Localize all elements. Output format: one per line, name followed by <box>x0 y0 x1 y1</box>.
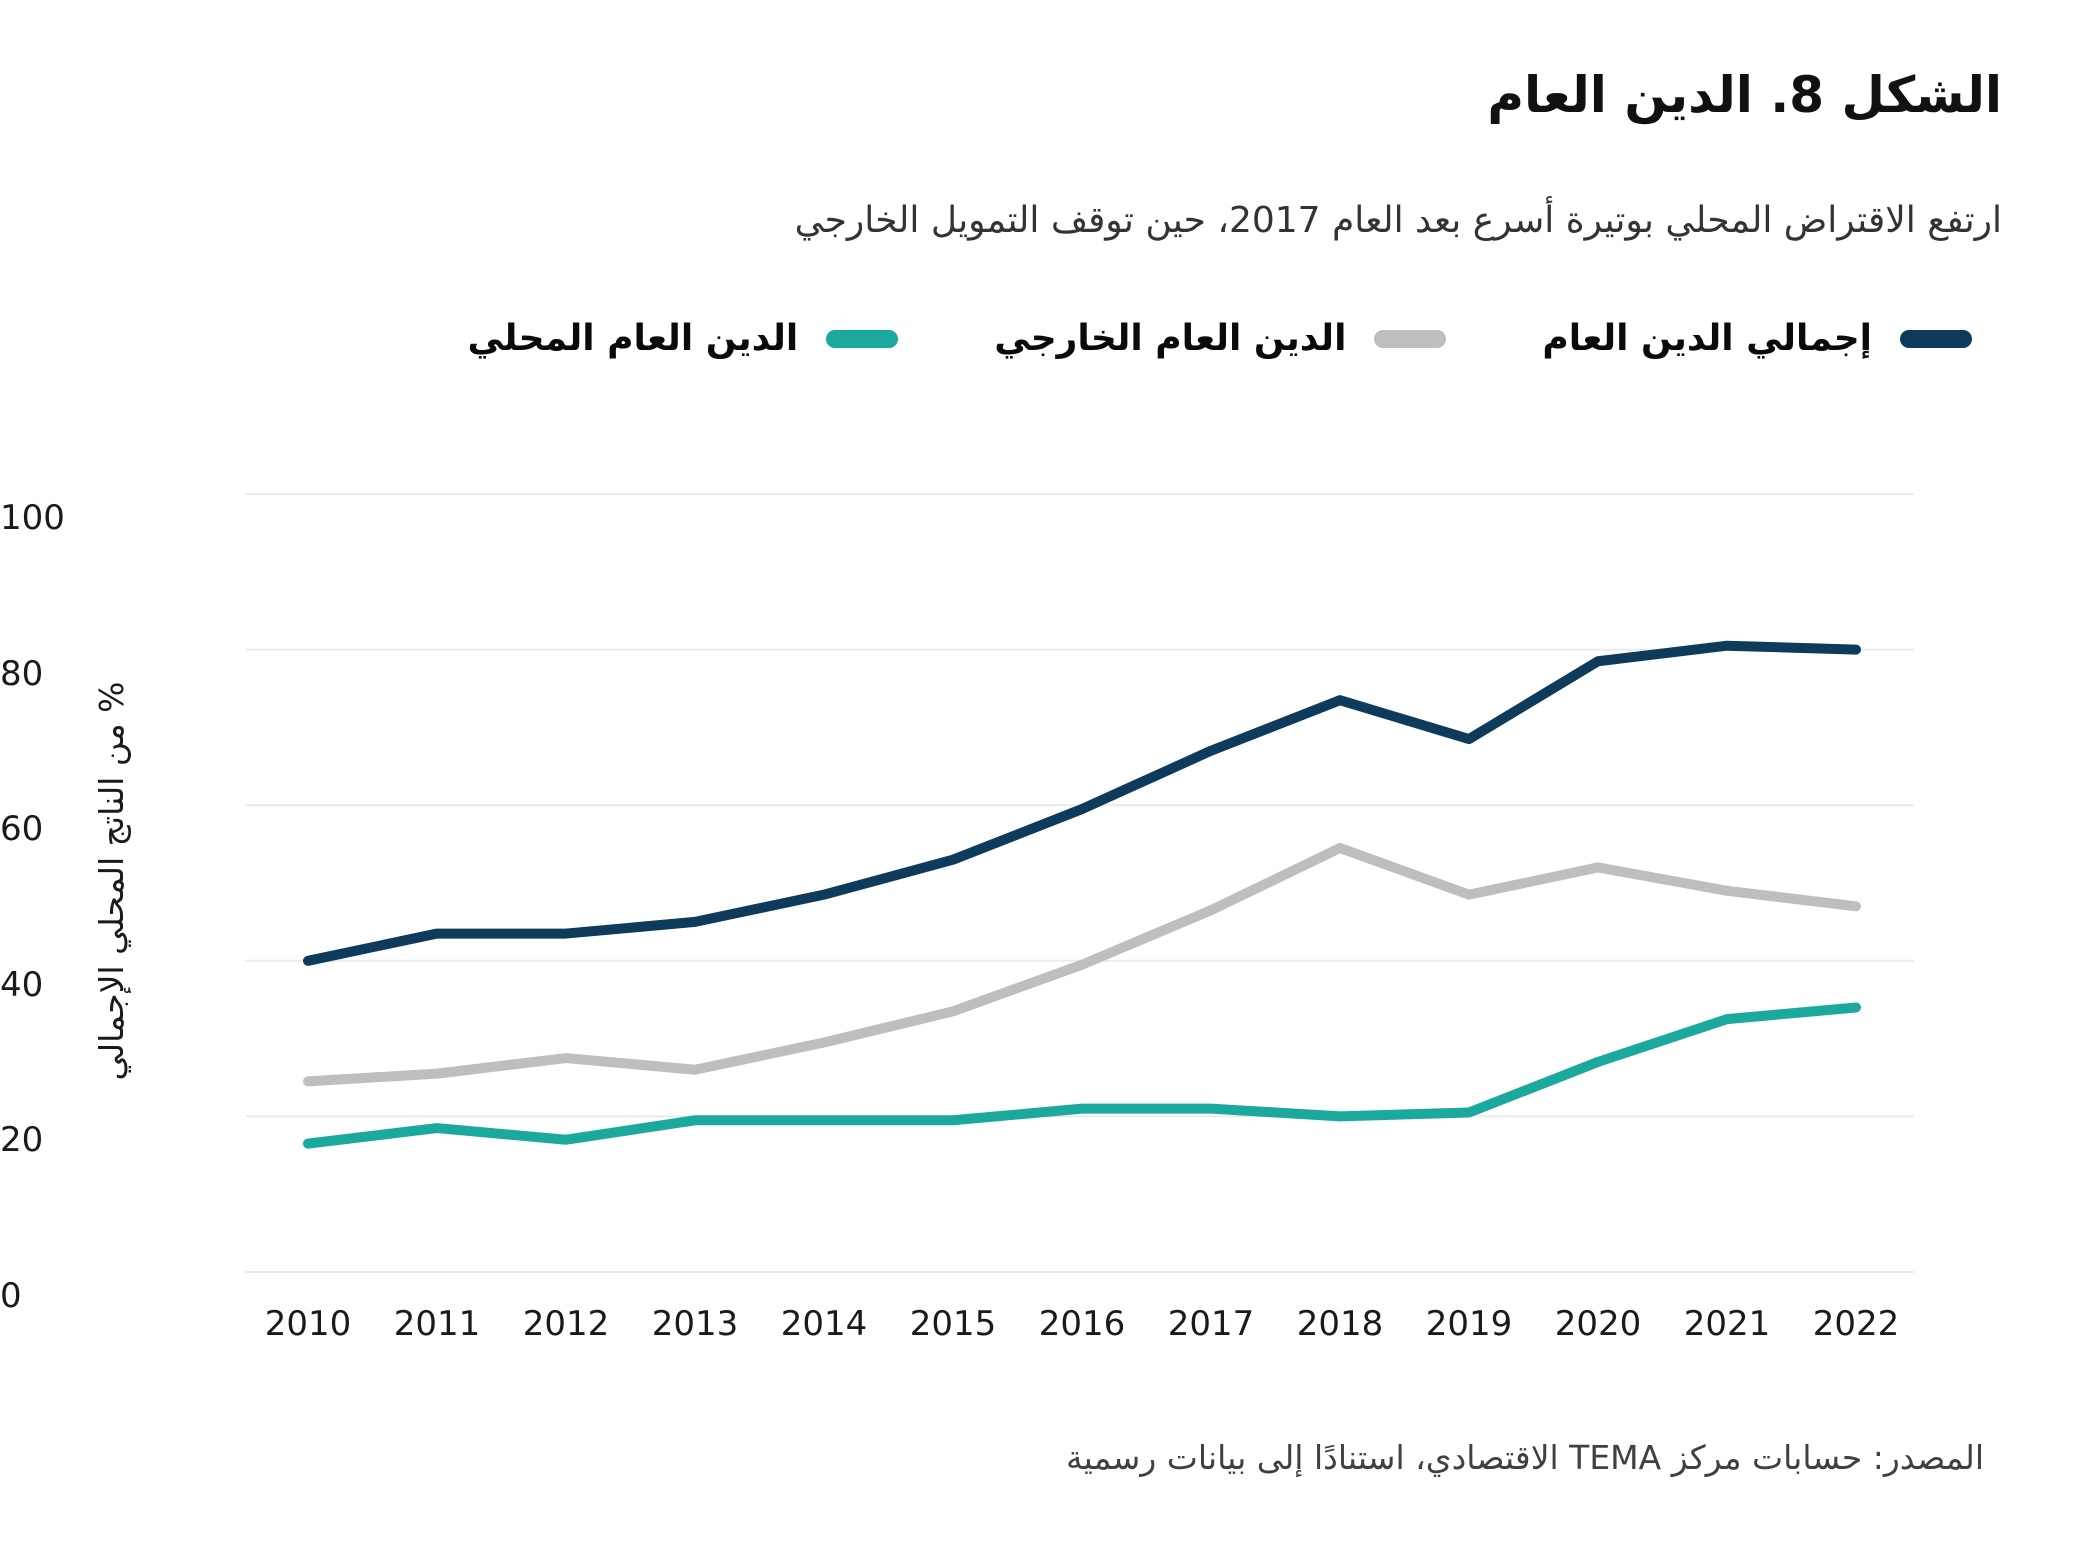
x-tick-label-2017: 2017 <box>1167 1304 1255 1344</box>
legend-swatch-total <box>1900 329 1972 348</box>
y-tick-label-0: 0 <box>0 1276 22 1316</box>
figure-title: الشكل 8. الدين العام <box>1487 66 2002 124</box>
x-tick-label-2010: 2010 <box>264 1304 352 1344</box>
x-tick-label-2019: 2019 <box>1425 1304 1513 1344</box>
legend-swatch-domestic <box>826 329 899 348</box>
line-chart <box>245 493 1914 1273</box>
legend-label-external: الدين العام الخارجي <box>994 318 1347 359</box>
figure-subtitle: ارتفع الاقتراض المحلي بوتيرة أسرع بعد ال… <box>794 200 2002 241</box>
x-tick-label-2011: 2011 <box>393 1304 481 1344</box>
source-note: المصدر: حسابات مركز TEMA الاقتصادي، استن… <box>1065 1438 1984 1477</box>
x-tick-label-2021: 2021 <box>1683 1304 1771 1344</box>
x-tick-label-2015: 2015 <box>909 1304 997 1344</box>
x-tick-label-2018: 2018 <box>1296 1304 1384 1344</box>
line-series-domestic <box>303 1002 1861 1149</box>
line-series-external <box>303 842 1861 1087</box>
x-axis-ticks: 2010 2011 2012 2013 2014 2015 2016 2017 2018 2019… <box>245 1304 1914 1350</box>
x-tick-label-2012: 2012 <box>522 1304 610 1344</box>
line-chart-plot-area <box>245 493 1914 1273</box>
x-tick-label-2013: 2013 <box>651 1304 739 1344</box>
legend-label-domestic: الدين العام المحلي <box>467 318 799 359</box>
y-tick-label-80: 80 <box>0 653 44 694</box>
legend-item-domestic: الدين العام المحلي <box>468 318 899 359</box>
y-tick-label-20: 20 <box>0 1120 44 1161</box>
y-tick-label-40: 40 <box>0 964 44 1005</box>
x-tick-label-2014: 2014 <box>780 1304 868 1344</box>
y-axis-ticks: 0 20 40 60 80 100 <box>0 494 228 1316</box>
x-tick-label-2022: 2022 <box>1812 1304 1900 1344</box>
line-series-total <box>303 640 1861 966</box>
x-tick-label-2016: 2016 <box>1038 1304 1126 1344</box>
legend-swatch-external <box>1374 329 1447 348</box>
legend-item-external: الدين العام الخارجي <box>994 318 1447 359</box>
y-tick-label-100: 100 <box>0 498 65 538</box>
legend-label-total: إجمالي الدين العام <box>1542 318 1872 359</box>
y-tick-label-60: 60 <box>0 809 44 850</box>
x-tick-label-2020: 2020 <box>1554 1304 1642 1344</box>
chart-legend: إجمالي الدين العام الدين العام الخارجي الد… <box>468 318 1972 359</box>
legend-item-total: إجمالي الدين العام <box>1542 318 1972 359</box>
